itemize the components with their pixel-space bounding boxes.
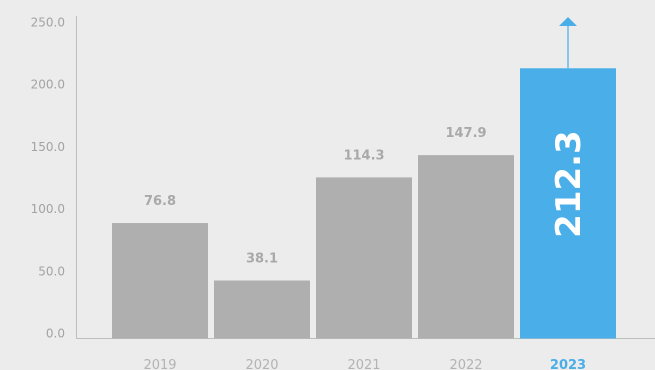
y-tick-label: 150.0 [31, 140, 65, 154]
up-arrow-icon [559, 17, 577, 69]
bar-2022 [418, 155, 514, 339]
x-tick-label-2023: 2023 [550, 358, 586, 370]
bar-2020 [214, 280, 310, 339]
data-label-2023: 212.3 [549, 130, 589, 238]
x-tick-label-2022: 2022 [449, 358, 482, 370]
data-label-2021: 114.3 [343, 148, 384, 163]
bars [112, 68, 616, 339]
data-labels: 76.8 38.1 114.3 147.9 212.3 [144, 126, 589, 266]
bar-2019 [112, 223, 208, 339]
data-label-2020: 38.1 [246, 252, 278, 267]
data-label-2019: 76.8 [144, 194, 176, 209]
x-axis-labels: 2019 2020 2021 2022 2023 [143, 358, 586, 370]
y-tick-label: 50.0 [38, 264, 65, 278]
y-tick-label: 200.0 [31, 78, 65, 92]
y-tick-label: 100.0 [31, 202, 65, 216]
data-label-2022: 147.9 [445, 126, 486, 141]
x-tick-label-2020: 2020 [245, 358, 278, 370]
arrow-head [559, 17, 577, 26]
bar-2023 [520, 68, 616, 339]
x-tick-label-2019: 2019 [143, 358, 176, 370]
bar-2021 [316, 177, 412, 339]
y-tick-label: 250.0 [31, 16, 65, 30]
y-axis: 0.0 50.0 100.0 150.0 200.0 250.0 [31, 16, 77, 341]
x-tick-label-2021: 2021 [347, 358, 380, 370]
y-tick-label: 0.0 [46, 327, 65, 341]
